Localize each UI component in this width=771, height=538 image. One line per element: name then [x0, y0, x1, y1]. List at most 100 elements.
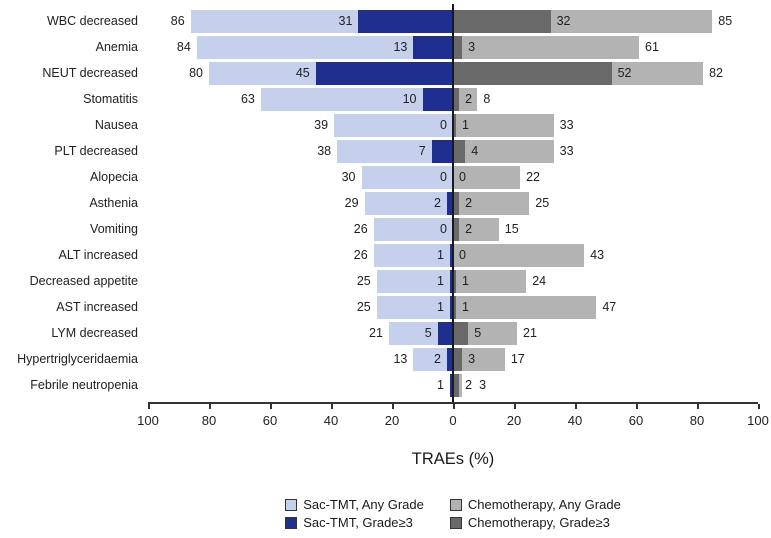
legend-item: Sac-TMT, Any Grade — [285, 497, 424, 512]
value-label-sac-any: 26 — [353, 248, 368, 262]
value-label-chemo-grade3: 0 — [459, 170, 466, 184]
value-label-chemo-any: 3 — [479, 378, 487, 392]
value-label-chemo-grade3: 2 — [465, 222, 473, 236]
legend-swatch — [285, 516, 298, 529]
bar-chemo-any-grade — [453, 218, 499, 241]
bar-chemo-grade3 — [453, 10, 551, 33]
value-label-chemo-grade3: 5 — [474, 326, 482, 340]
category-label: WBC decreased — [46, 14, 138, 28]
value-label-chemo-grade3: 2 — [465, 92, 473, 106]
value-label-chemo-grade3: 1 — [462, 300, 469, 314]
bar-sac-any-grade — [376, 270, 453, 293]
bar-chemo-grade3 — [453, 218, 460, 241]
value-label-sac-any: 26 — [353, 222, 368, 236]
x-tick-mark — [453, 404, 455, 409]
category-label: NEUT decreased — [42, 66, 138, 80]
value-label-chemo-any: 25 — [535, 196, 550, 210]
bar-sac-any-grade — [376, 296, 453, 319]
value-label-sac-any: 39 — [314, 118, 329, 132]
bar-sac-any-grade — [334, 114, 453, 137]
bar-chemo-grade3 — [453, 374, 460, 397]
bar-chemo-grade3 — [453, 192, 460, 215]
value-label-sac-grade3: 0 — [440, 170, 447, 184]
x-tick-mark — [514, 404, 516, 409]
category-label: Alopecia — [90, 170, 138, 184]
value-label-sac-any: 80 — [189, 66, 203, 80]
bar-sac-grade3 — [449, 296, 453, 319]
bar-chemo-any-grade — [453, 192, 530, 215]
value-label-sac-grade3: 31 — [338, 14, 353, 28]
value-label-chemo-grade3: 4 — [471, 144, 479, 158]
bar-sac-grade3 — [449, 374, 453, 397]
value-label-sac-grade3: 45 — [295, 66, 310, 80]
zero-axis-line — [452, 4, 454, 402]
bar-sac-any-grade — [260, 88, 453, 111]
x-tick-mark — [758, 404, 760, 409]
x-tick-label: 80 — [201, 413, 217, 428]
category-label: Hypertriglyceridaemia — [17, 352, 138, 366]
bar-chemo-any-grade — [453, 36, 640, 59]
value-label-chemo-any: 33 — [559, 118, 574, 132]
bar-sac-any-grade — [337, 140, 453, 163]
value-label-sac-any: 25 — [356, 300, 371, 314]
category-label: Decreased appetite — [29, 274, 138, 288]
bar-sac-any-grade — [373, 244, 453, 267]
x-tick-mark — [331, 404, 333, 409]
bar-sac-grade3 — [413, 36, 453, 59]
category-label: Anemia — [95, 40, 138, 54]
value-label-sac-grade3: 2 — [433, 196, 441, 210]
category-label: AST increased — [56, 300, 138, 314]
value-label-sac-any: 29 — [344, 196, 359, 210]
legend-label: Sac-TMT, Any Grade — [303, 497, 424, 512]
value-label-sac-grade3: 10 — [402, 92, 417, 106]
legend-swatch — [449, 498, 462, 511]
value-label-chemo-grade3: 32 — [556, 14, 571, 28]
bar-sac-grade3 — [422, 88, 453, 111]
value-label-chemo-grade3: 3 — [468, 40, 476, 54]
bar-sac-grade3 — [449, 244, 453, 267]
value-label-chemo-any: 33 — [559, 144, 574, 158]
value-label-chemo-any: 85 — [718, 14, 733, 28]
value-label-chemo-grade3: 0 — [459, 248, 466, 262]
bar-chemo-grade3 — [453, 348, 463, 371]
value-label-chemo-any: 61 — [645, 40, 659, 54]
category-label: Asthenia — [89, 196, 138, 210]
value-label-chemo-any: 17 — [510, 352, 525, 366]
legend-item: Chemotherapy, Any Grade — [449, 497, 621, 512]
value-label-sac-any: 84 — [176, 40, 191, 54]
bar-sac-grade3 — [431, 140, 453, 163]
legend-swatch — [285, 498, 298, 511]
bar-chemo-grade3 — [453, 36, 463, 59]
x-tick-label: 100 — [747, 413, 769, 428]
value-label-sac-any: 13 — [393, 352, 408, 366]
value-label-chemo-any: 47 — [602, 300, 617, 314]
bar-sac-any-grade — [196, 36, 453, 59]
bar-chemo-any-grade — [453, 88, 478, 111]
value-label-sac-grade3: 1 — [437, 248, 444, 262]
x-tick-mark — [636, 404, 638, 409]
x-tick-label: 20 — [384, 413, 400, 428]
x-tick-mark — [209, 404, 211, 409]
bar-chemo-grade3 — [453, 140, 466, 163]
value-label-chemo-any: 21 — [523, 326, 537, 340]
value-label-sac-grade3: 7 — [418, 144, 426, 158]
legend-column: Sac-TMT, Any Grade Sac-TMT, Grade≥3 — [285, 497, 424, 530]
legend: Sac-TMT, Any Grade Sac-TMT, Grade≥3 Chemot… — [148, 497, 758, 530]
bar-sac-any-grade — [373, 218, 453, 241]
bar-sac-grade3 — [358, 10, 453, 33]
category-label: PLT decreased — [54, 144, 138, 158]
legend-swatch — [449, 516, 462, 529]
bar-chemo-grade3 — [453, 88, 460, 111]
bar-chemo-grade3 — [453, 62, 612, 85]
value-label-chemo-grade3: 2 — [465, 378, 473, 392]
category-label: LYM decreased — [51, 326, 138, 340]
value-label-chemo-grade3: 1 — [462, 118, 469, 132]
value-label-chemo-any: 24 — [532, 274, 547, 288]
value-label-sac-grade3: 5 — [424, 326, 432, 340]
x-tick-label: 80 — [689, 413, 705, 428]
value-label-sac-any: 30 — [341, 170, 356, 184]
bar-chemo-grade3 — [453, 296, 457, 319]
value-label-sac-any: 1 — [437, 378, 444, 392]
category-label: Nausea — [94, 118, 138, 132]
